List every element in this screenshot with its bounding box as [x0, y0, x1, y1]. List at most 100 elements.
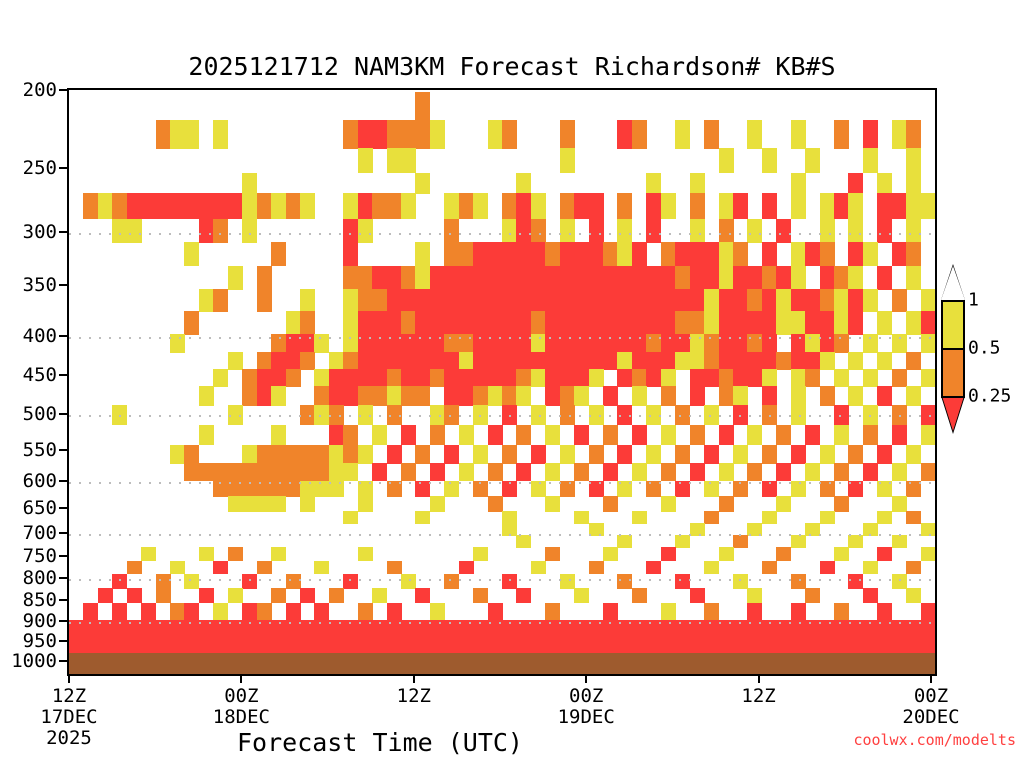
heatmap-cell	[906, 480, 922, 497]
heatmap-cell	[271, 480, 287, 497]
heatmap-cell	[790, 120, 806, 149]
heatmap-cell	[357, 218, 373, 244]
y-axis-tick-label: 600	[22, 470, 57, 492]
heatmap-cell	[242, 218, 258, 244]
heatmap-cell	[761, 386, 777, 406]
heatmap-cell	[530, 218, 546, 244]
heatmap-cell	[862, 587, 878, 604]
heatmap-cell	[429, 311, 445, 335]
heatmap-cell	[776, 463, 792, 482]
heatmap-cell	[689, 386, 705, 406]
heatmap-cell	[588, 523, 604, 536]
heatmap-cell	[588, 242, 604, 267]
heatmap-cell	[790, 602, 806, 621]
heatmap-cell	[646, 265, 662, 290]
heatmap-cell	[920, 193, 935, 220]
heatmap-cell	[502, 405, 518, 426]
heatmap-cell	[805, 148, 821, 174]
heatmap-cell	[646, 444, 662, 464]
heatmap-cell	[487, 463, 503, 482]
heatmap-cell	[502, 369, 518, 387]
heatmap-cell	[603, 265, 619, 290]
heatmap-cell	[761, 405, 777, 426]
colorbar-extend-above-arrow	[941, 266, 965, 300]
heatmap-cell	[184, 444, 200, 464]
heatmap-cell	[545, 311, 561, 335]
watermark-link[interactable]: coolwx.com/modelts	[853, 731, 1016, 749]
heatmap-cell	[256, 602, 272, 621]
heatmap-cell	[660, 424, 676, 446]
heatmap-cell	[790, 369, 806, 387]
heatmap-cell	[372, 463, 388, 482]
heatmap-cell	[732, 193, 748, 220]
heatmap-cell	[530, 289, 546, 313]
heatmap-cell	[502, 265, 518, 290]
heatmap-cell	[559, 573, 575, 589]
heatmap-cell	[617, 333, 633, 353]
colorbar-tick-line	[941, 300, 965, 302]
heatmap-cell	[271, 242, 287, 267]
heatmap-cell	[732, 386, 748, 406]
heatmap-cell	[415, 265, 431, 290]
heatmap-cell	[386, 193, 402, 220]
heatmap-cell	[877, 193, 893, 220]
heatmap-cell	[747, 289, 763, 313]
heatmap-cell	[704, 480, 720, 497]
y-axis-tick-mark	[59, 555, 67, 557]
heatmap-cell	[314, 405, 330, 426]
heatmap-cell	[357, 193, 373, 220]
heatmap-cell	[545, 352, 561, 370]
heatmap-cell	[790, 311, 806, 335]
heatmap-cell	[877, 480, 893, 497]
heatmap-cell	[256, 444, 272, 464]
heatmap-cell	[112, 573, 128, 589]
heatmap-cell	[198, 193, 214, 220]
heatmap-cell	[198, 386, 214, 406]
y-axis-tick-mark	[59, 660, 67, 662]
heatmap-cell	[400, 352, 416, 370]
heatmap-cell	[819, 511, 835, 524]
heatmap-cell	[285, 333, 301, 353]
heatmap-cell	[906, 587, 922, 604]
heatmap-cell	[574, 587, 590, 604]
heatmap-cell	[429, 602, 445, 621]
heatmap-cell	[862, 289, 878, 313]
heatmap-cell	[848, 218, 864, 244]
heatmap-cell	[559, 405, 575, 426]
heatmap-cell	[444, 265, 460, 290]
heatmap-cell	[415, 369, 431, 387]
heatmap-cell	[588, 352, 604, 370]
heatmap-cell	[400, 333, 416, 353]
heatmap-cell	[285, 352, 301, 370]
heatmap-cell	[559, 289, 575, 313]
heatmap-cell	[314, 560, 330, 575]
heatmap-cell	[343, 352, 359, 370]
heatmap-cell	[819, 560, 835, 575]
heatmap-cell	[516, 218, 532, 244]
heatmap-cell	[170, 193, 186, 220]
heatmap-cell	[299, 587, 315, 604]
heatmap-cell	[718, 495, 734, 512]
colorbar-tick-label: 1	[968, 289, 979, 311]
x-axis-tick-line: 19DEC	[557, 706, 615, 728]
heatmap-cell	[833, 602, 849, 621]
heatmap-cell	[213, 193, 229, 220]
heatmap-cell	[299, 405, 315, 426]
heatmap-cell	[891, 424, 907, 446]
heatmap-cell	[747, 311, 763, 335]
colorbar-extend-below-arrow	[942, 396, 964, 431]
heatmap-cell	[574, 193, 590, 220]
heatmap-cell	[833, 424, 849, 446]
heatmap-cell	[631, 386, 647, 406]
heatmap-cell	[386, 289, 402, 313]
heatmap-cell	[646, 333, 662, 353]
heatmap-cell	[747, 120, 763, 149]
heatmap-cell	[689, 424, 705, 446]
heatmap-cell	[718, 148, 734, 174]
heatmap-cell	[487, 311, 503, 335]
heatmap-cell	[429, 463, 445, 482]
heatmap-cell	[444, 242, 460, 267]
heatmap-cell	[790, 386, 806, 406]
heatmap-cell	[776, 495, 792, 512]
heatmap-cell	[747, 587, 763, 604]
